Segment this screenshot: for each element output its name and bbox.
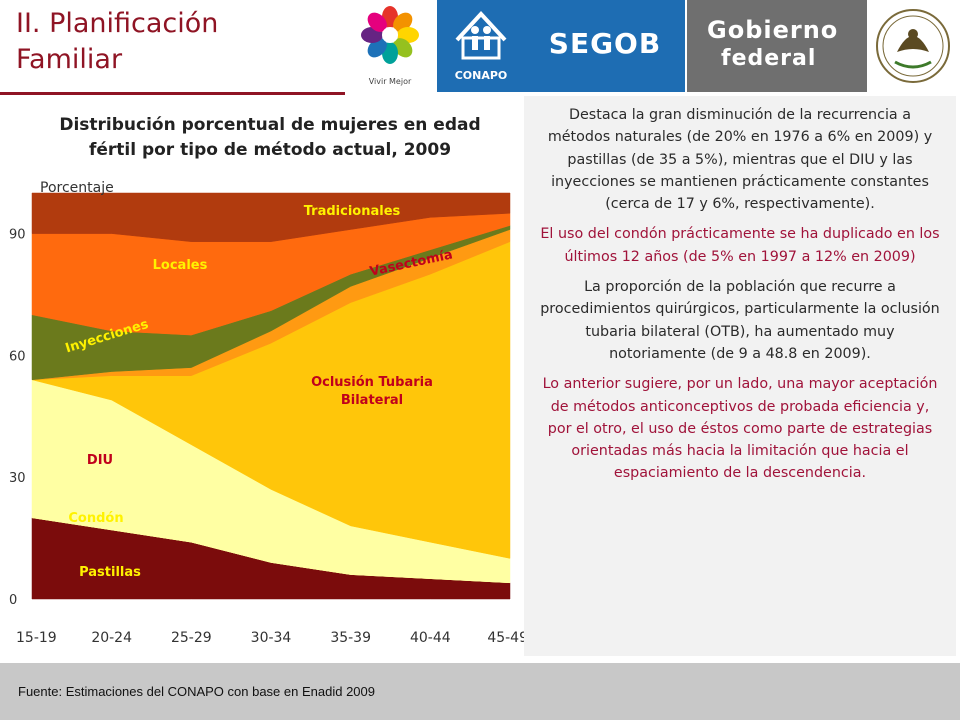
- series-label: Locales: [153, 258, 208, 273]
- source-note: Fuente: Estimaciones del CONAPO con base…: [18, 684, 375, 699]
- series-label: Tradicionales: [304, 204, 401, 219]
- vivir-mejor-logo: Vivir Mejor: [345, 0, 435, 92]
- page-title-line1: II. Planificación: [16, 8, 219, 39]
- eagle-seal-icon: [876, 9, 950, 83]
- x-tick-label: 25-29: [171, 630, 212, 646]
- gobierno-label: Gobierno: [707, 16, 839, 44]
- series-label: Bilateral: [341, 393, 403, 408]
- segob-logo: SEGOB: [525, 0, 685, 92]
- x-tick-label: 20-24: [91, 630, 132, 646]
- conapo-logo: CONAPO: [437, 0, 525, 92]
- series-label: Condón: [68, 511, 123, 526]
- y-tick-label: 60: [9, 349, 26, 364]
- flower-icon: [361, 6, 419, 64]
- x-ticks: 15-19 20-24 25-29 30-34 35-39 40-44 45-49: [16, 630, 528, 646]
- y-axis-label: Porcentaje: [40, 180, 114, 196]
- x-tick-label: 15-19: [16, 630, 57, 646]
- x-tick-label: 35-39: [330, 630, 371, 646]
- house-family-icon: [455, 11, 507, 60]
- paragraph-condom: El uso del condón prácticamente se ha du…: [540, 226, 940, 265]
- title-divider: [0, 92, 345, 95]
- x-tick-label: 30-34: [251, 630, 292, 646]
- y-tick-label: 90: [9, 228, 26, 243]
- paragraph-natural-methods: Destaca la gran disminución de la recurr…: [547, 107, 933, 213]
- x-tick-label: 40-44: [410, 630, 451, 646]
- header: II. Planificación Familiar Vivir M: [0, 0, 960, 95]
- footer: Fuente: Estimaciones del CONAPO con base…: [0, 663, 960, 720]
- area-tradicionales: [31, 192, 511, 242]
- conapo-label: CONAPO: [454, 69, 508, 82]
- series-label: DIU: [87, 453, 113, 468]
- paragraph-conclusion: Lo anterior sugiere, por un lado, una ma…: [542, 376, 938, 482]
- segob-label: SEGOB: [548, 27, 662, 60]
- areas-group: [31, 192, 511, 600]
- y-tick-label: 0: [9, 593, 17, 608]
- series-label: Oclusión Tubaria: [311, 375, 433, 390]
- gobierno-federal-logo: Gobierno federal: [687, 0, 867, 92]
- series-label: Pastillas: [79, 565, 141, 580]
- federal-label: federal: [721, 46, 817, 71]
- vivir-mejor-label: Vivir Mejor: [368, 77, 412, 86]
- area-chart-svg: Porcentaje 0 30 60 90 15-19 20-24 25-29 30-34 3…: [9, 180, 528, 646]
- chart-title: Distribución porcentual de mujeres en ed…: [59, 115, 481, 160]
- y-tick-label: 30: [9, 471, 26, 486]
- x-tick-label: 45-49: [487, 630, 528, 646]
- area-chart: Porcentaje 0 30 60 90 15-19 20-24 25-29 30-34 3…: [0, 175, 530, 655]
- page-title: II. Planificación Familiar: [16, 6, 218, 78]
- text-panel: Destaca la gran disminución de la recurr…: [524, 96, 956, 656]
- y-ticks: 0 30 60 90: [9, 228, 26, 608]
- page-title-line2: Familiar: [16, 44, 123, 75]
- paragraph-surgical: La proporción de la población que recurr…: [540, 279, 940, 362]
- national-seal-logo: [867, 0, 960, 92]
